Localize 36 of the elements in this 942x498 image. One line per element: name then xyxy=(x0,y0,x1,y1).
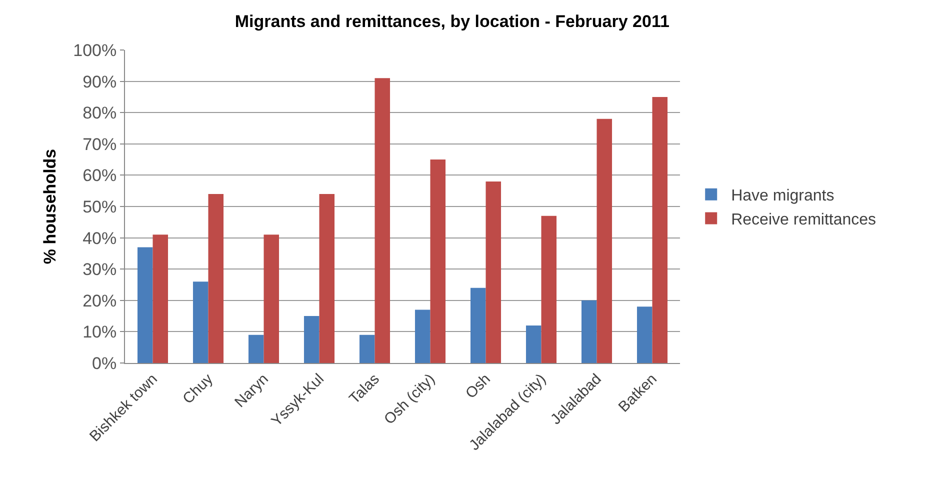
legend-label: Have migrants xyxy=(731,188,834,205)
bar xyxy=(581,300,597,363)
bar xyxy=(374,78,390,363)
y-tick-label: 30% xyxy=(82,260,117,280)
y-tick-label: 70% xyxy=(82,134,117,154)
y-tick-label: 10% xyxy=(82,322,117,342)
bar xyxy=(152,234,168,363)
bar xyxy=(470,288,486,363)
bar xyxy=(137,247,153,363)
y-tick-label: 40% xyxy=(82,228,117,248)
bar xyxy=(208,194,224,363)
bar xyxy=(541,216,557,363)
y-tick-label: 50% xyxy=(82,197,117,216)
bar xyxy=(359,334,375,363)
bar xyxy=(304,316,320,363)
bar xyxy=(248,334,264,363)
bar xyxy=(319,194,335,363)
x-tick-label: Osh xyxy=(462,370,494,402)
bar xyxy=(652,96,668,363)
y-axis-title: % households xyxy=(40,148,60,264)
bar xyxy=(596,118,612,363)
chart-title: Migrants and remittances, by location - February 2011 xyxy=(234,12,670,31)
y-tick-label: 80% xyxy=(82,104,117,123)
bar xyxy=(414,310,430,363)
bar xyxy=(636,306,652,363)
bar xyxy=(526,325,542,363)
bar xyxy=(486,181,502,363)
bar xyxy=(264,234,280,363)
y-tick-label: 20% xyxy=(82,291,117,310)
y-tick-label: 100% xyxy=(73,40,117,60)
bar xyxy=(430,160,446,363)
legend-label: Receive remittances xyxy=(731,211,876,228)
y-tick-label: 90% xyxy=(82,72,117,92)
y-tick-label: 0% xyxy=(92,354,117,373)
bar xyxy=(192,282,208,363)
y-tick-label: 60% xyxy=(82,166,117,186)
